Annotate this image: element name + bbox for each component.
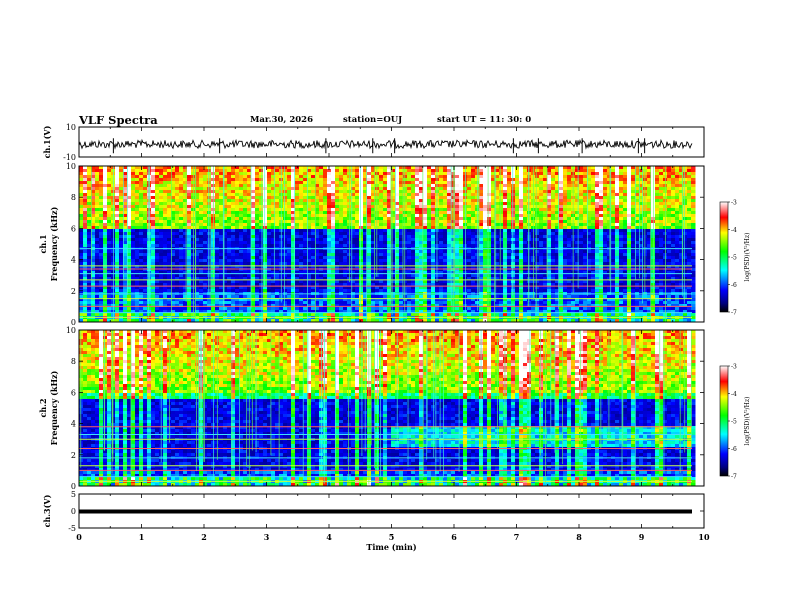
ch1-ylabel: ch.1(V) [42, 125, 52, 158]
ch3-ytick-label: 0 [71, 507, 76, 516]
ch2-spectrogram-image [79, 330, 696, 487]
ch2-spectrogram-colorbar-tick-label: -3 [731, 364, 737, 371]
x-tick-label: 7 [514, 532, 520, 542]
ch1-spectrogram-ytick-label: 2 [71, 287, 76, 296]
ch2-spectrogram-ytick-label: 0 [71, 482, 76, 491]
ch1-spectrogram-colorbar-tick-label: -4 [731, 227, 737, 234]
ch1-spectrogram-image [79, 166, 696, 323]
x-tick-label: 10 [698, 532, 710, 542]
ch2-spectrogram-ytick-label: 6 [71, 388, 76, 397]
ch3-ylabel: ch.3(V) [42, 494, 52, 527]
ch1-waveform-line [78, 138, 693, 150]
ch1-spectrogram-colorbar [719, 201, 729, 313]
ch2-spectrogram-ytick-label: 4 [71, 420, 76, 429]
ch3-ytick-label: -5 [68, 524, 76, 533]
x-tick-label: 1 [139, 532, 145, 542]
x-axis-label: Time (min) [366, 542, 416, 552]
x-tick-label: 2 [201, 532, 207, 542]
x-tick-label: 4 [326, 532, 332, 542]
ch2-spectrogram-colorbar-tick-label: -7 [731, 474, 737, 481]
station-label: station=OUJ [343, 115, 403, 125]
ch1-spectrogram-ylabel-top: ch.1 [38, 234, 48, 253]
ch2-spectrogram-colorbar-label: log(PSD)(V²/Hz) [744, 397, 751, 446]
ch2-spectrogram-colorbar-tick-label: -4 [731, 391, 737, 398]
x-tick-label: 6 [451, 532, 457, 542]
ch1-waveform-frame [78, 126, 705, 158]
ch2-spectrogram-ytick-label: 8 [71, 357, 76, 366]
ch1-spectrogram-colorbar-tick-label: -5 [731, 255, 737, 262]
ch2-spectrogram-colorbar [719, 365, 729, 477]
x-tick-label: 8 [576, 532, 582, 542]
ch1-spectrogram-colorbar-label: log(PSD)(V²/Hz) [744, 233, 751, 282]
ch1-ytick-label: 10 [66, 123, 76, 132]
start-time-label: start UT = 11: 30: 0 [437, 115, 532, 125]
ch2-spectrogram-colorbar-tick-label: -6 [731, 446, 737, 453]
ch1-spectrogram-colorbar-tick-label: -7 [731, 310, 737, 317]
ch1-spectrogram-ytick-label: 4 [71, 256, 76, 265]
figure-title: VLF Spectra [79, 113, 158, 127]
ch2-spectrogram-colorbar-tick-label: -5 [731, 419, 737, 426]
ch2-spectrogram-ylabel-top: ch.2 [38, 398, 48, 417]
ch1-spectrogram-ytick-label: 8 [71, 193, 76, 202]
ch2-spectrogram-ytick-label: 10 [66, 326, 76, 335]
x-tick-label: 3 [264, 532, 270, 542]
x-tick-label: 0 [76, 532, 82, 542]
ch1-spectrogram-ytick-label: 10 [66, 162, 76, 171]
ch1-spectrogram-ylabel-bottom: Frequency (kHz) [49, 206, 59, 281]
date-label: Mar.30, 2026 [250, 115, 313, 125]
ch1-spectrogram-colorbar-tick-label: -6 [731, 282, 737, 289]
ch1-spectrogram-ytick-label: 0 [71, 318, 76, 327]
x-tick-label: 9 [639, 532, 645, 542]
ch2-spectrogram-ylabel-bottom: Frequency (kHz) [49, 370, 59, 445]
x-tick-label: 5 [389, 532, 395, 542]
ch1-spectrogram-colorbar-tick-label: -3 [731, 200, 737, 207]
ch1-ytick-label: -10 [63, 153, 76, 162]
ch2-spectrogram-ytick-label: 2 [71, 451, 76, 460]
ch1-spectrogram-ytick-label: 6 [71, 224, 76, 233]
ch3-ytick-label: 5 [71, 490, 76, 499]
